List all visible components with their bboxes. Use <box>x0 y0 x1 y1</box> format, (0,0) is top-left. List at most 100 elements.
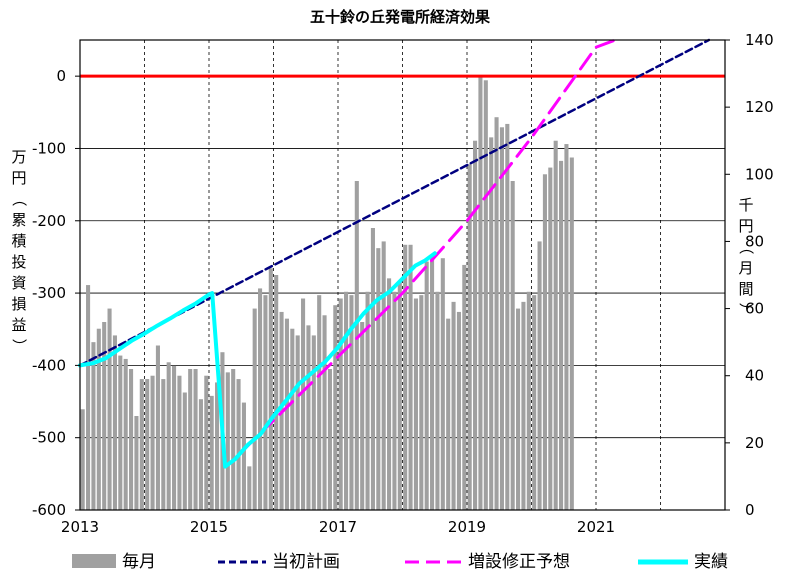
monthly-bar <box>301 298 306 510</box>
monthly-bar <box>521 301 526 510</box>
axis-label-char: 資 <box>11 274 26 292</box>
x-tick-label: 2019 <box>448 518 486 536</box>
monthly-bar <box>258 288 263 510</box>
monthly-bar <box>284 318 289 510</box>
monthly-bar <box>252 308 257 510</box>
legend-label-monthly: 毎月 <box>122 552 156 572</box>
monthly-bar <box>419 295 424 510</box>
monthly-bar <box>478 76 483 510</box>
axis-label-char: 円 <box>11 169 26 187</box>
monthly-bar <box>392 291 397 510</box>
y-right-tick-label: 140 <box>745 31 774 49</box>
monthly-bar <box>451 301 456 510</box>
monthly-bar <box>440 258 445 510</box>
monthly-bar <box>290 328 295 510</box>
monthly-bar <box>80 409 85 510</box>
y-right-tick-label: 0 <box>745 501 755 519</box>
grid-lines <box>80 40 725 511</box>
monthly-bar <box>204 375 209 510</box>
legend-label-plan: 当初計画 <box>272 552 340 572</box>
series-lines <box>78 38 725 469</box>
y-right-tick-label: 120 <box>745 98 774 116</box>
x-tick-label: 2013 <box>61 518 99 536</box>
axes: 0 -100 -200 -300 -400 -500 -600 140 120 100 80 60 40… <box>32 31 774 536</box>
legend: 毎月 当初計画 増設修正予想 実績 <box>72 552 728 572</box>
y-right-tick-label: 80 <box>745 232 764 250</box>
axis-label-char: 益 <box>11 316 26 334</box>
monthly-bar <box>145 379 150 510</box>
monthly-bar <box>365 291 370 510</box>
monthly-bar <box>306 325 311 510</box>
monthly-bar <box>317 295 322 510</box>
monthly-bar <box>516 308 521 510</box>
axis-label-char: 間 <box>738 280 753 298</box>
monthly-bar <box>161 379 166 510</box>
monthly-bar <box>462 264 467 510</box>
monthly-bar <box>172 365 177 510</box>
monthly-bar <box>376 248 381 510</box>
monthly-bar <box>182 392 187 510</box>
y-left-tick-label: -600 <box>32 501 66 519</box>
series-line-実績 <box>78 251 437 469</box>
monthly-bar <box>198 399 203 510</box>
x-tick-label: 2021 <box>577 518 615 536</box>
monthly-bar <box>360 322 365 510</box>
monthly-bar <box>247 466 252 510</box>
monthly-bar <box>263 295 268 510</box>
monthly-bar <box>559 160 564 510</box>
monthly-bar <box>505 123 510 510</box>
plot-frame <box>79 39 726 511</box>
monthly-bar <box>107 308 112 510</box>
monthly-bar <box>456 311 461 510</box>
monthly-bar <box>467 164 472 510</box>
axis-label-char: 累 <box>11 211 26 229</box>
x-tick-label: 2015 <box>190 518 228 536</box>
y-right-tick-label: 20 <box>745 434 764 452</box>
axis-label-char: ） <box>737 302 755 317</box>
legend-label-revised: 増設修正予想 <box>468 552 570 572</box>
y-right-tick-label: 60 <box>745 300 764 318</box>
y-left-tick-label: -300 <box>32 284 66 302</box>
monthly-bar <box>209 395 214 510</box>
monthly-bar <box>274 275 279 510</box>
monthly-bar <box>129 369 134 510</box>
y-left-tick-label: -200 <box>32 212 66 230</box>
axis-label-char: 投 <box>11 253 26 271</box>
monthly-bar <box>483 80 488 511</box>
monthly-bar <box>413 298 418 510</box>
monthly-bar <box>435 291 440 510</box>
monthly-bar <box>225 372 230 510</box>
axis-label-char: （ <box>10 191 28 206</box>
monthly-bar <box>494 117 499 510</box>
monthly-bar <box>489 137 494 510</box>
monthly-bar <box>231 369 236 510</box>
monthly-bar <box>295 335 300 510</box>
monthly-bar <box>215 382 220 510</box>
monthly-bar <box>510 181 515 510</box>
y-left-tick-label: -500 <box>32 429 66 447</box>
monthly-bar <box>91 342 96 510</box>
monthly-bar <box>430 254 435 510</box>
monthly-bar <box>532 295 537 510</box>
axis-label-char: 円 <box>738 217 753 235</box>
monthly-bar <box>268 268 273 510</box>
monthly-bar <box>150 375 155 510</box>
axis-label-char: 千 <box>738 196 753 214</box>
monthly-bar <box>542 174 547 511</box>
monthly-bar <box>564 144 569 511</box>
monthly-bar <box>569 157 574 510</box>
legend-label-actual: 実績 <box>694 552 728 572</box>
legend-swatch-monthly <box>72 554 116 568</box>
y-left-tick-label: -100 <box>32 139 66 157</box>
monthly-bar <box>193 369 198 510</box>
axis-label-char: （ <box>737 239 755 254</box>
monthly-bar <box>349 295 354 510</box>
monthly-bar <box>102 322 107 510</box>
monthly-bar <box>553 140 558 510</box>
monthly-bar <box>387 278 392 510</box>
monthly-bar <box>381 241 386 510</box>
monthly-bar <box>155 345 160 510</box>
